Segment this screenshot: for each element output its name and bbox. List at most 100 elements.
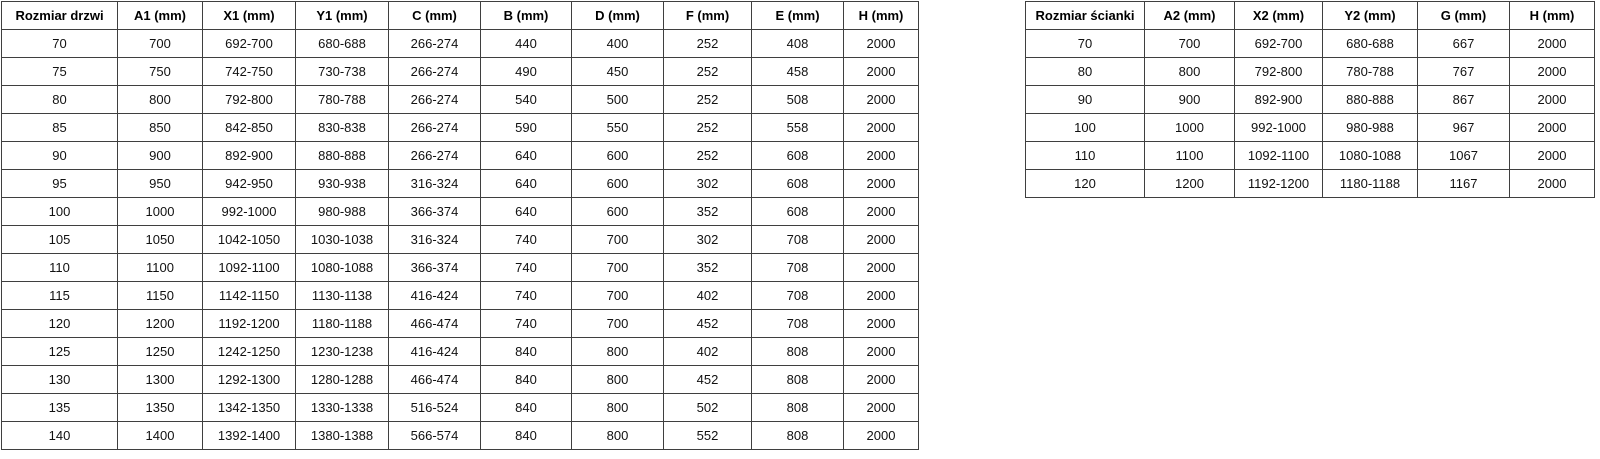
table-cell: 452 [663, 309, 752, 338]
table-cell: 366-374 [388, 197, 481, 226]
table-cell: 608 [751, 197, 844, 226]
table-cell: 540 [480, 85, 572, 114]
table-cell: 808 [751, 337, 844, 366]
table-cell: 930-938 [295, 169, 389, 198]
table-row: 85 850 842-850 830-838 266-274 590 550 252 558 20… [1, 113, 919, 142]
table-row: 120 1200 1192-1200 1180-1188 466-474 740 700 45… [1, 309, 919, 338]
table-cell: 942-950 [202, 169, 296, 198]
table-cell: 316-324 [388, 169, 481, 198]
table-cell: 867 [1417, 85, 1510, 114]
table-row: 100 1000 992-1000 980-988 967 2000 [1025, 113, 1595, 142]
table-cell: 800 [571, 393, 664, 422]
table-cell: 558 [751, 113, 844, 142]
column-header: D (mm) [571, 1, 664, 30]
table-cell: 1080-1088 [1322, 141, 1418, 170]
column-header: E (mm) [751, 1, 844, 30]
table-cell: 680-688 [295, 29, 389, 58]
table-cell: 792-800 [202, 85, 296, 114]
table-cell: 640 [480, 197, 572, 226]
column-header: Rozmiar ścianki [1025, 1, 1145, 30]
table-cell: 700 [571, 281, 664, 310]
table-cell: 880-888 [295, 141, 389, 170]
table-cell: 900 [117, 141, 203, 170]
table-cell: 1380-1388 [295, 421, 389, 450]
table-cell: 402 [663, 337, 752, 366]
table-cell: 2000 [843, 197, 919, 226]
table-cell: 600 [571, 169, 664, 198]
table-cell: 740 [480, 309, 572, 338]
table-cell: 466-474 [388, 365, 481, 394]
table-cell: 252 [663, 141, 752, 170]
table-cell: 352 [663, 253, 752, 282]
table-cell: 125 [1, 337, 118, 366]
table-cell: 266-274 [388, 85, 481, 114]
table-cell: 840 [480, 421, 572, 450]
table-cell: 2000 [843, 85, 919, 114]
column-header: H (mm) [843, 1, 919, 30]
table-cell: 1042-1050 [202, 225, 296, 254]
table-cell: 100 [1025, 113, 1145, 142]
table-cell: 840 [480, 393, 572, 422]
table-cell: 640 [480, 141, 572, 170]
table-cell: 500 [571, 85, 664, 114]
table-cell: 1180-1188 [1322, 169, 1418, 198]
table-row: 70 700 692-700 680-688 266-274 440 400 252 408 20… [1, 29, 919, 58]
table-cell: 1000 [117, 197, 203, 226]
table-cell: 608 [751, 169, 844, 198]
table-cell: 508 [751, 85, 844, 114]
table-cell: 416-424 [388, 281, 481, 310]
table-row: 135 1350 1342-1350 1330-1338 516-524 840 800 50… [1, 393, 919, 422]
table-cell: 266-274 [388, 141, 481, 170]
wall-size-table: Rozmiar ścianki A2 (mm) X2 (mm) Y2 (mm) G (m… [1025, 1, 1595, 198]
table-cell: 2000 [843, 337, 919, 366]
header-row: Rozmiar drzwi A1 (mm) X1 (mm) Y1 (mm) C (mm)… [1, 1, 919, 30]
table-cell: 266-274 [388, 57, 481, 86]
table-cell: 992-1000 [202, 197, 296, 226]
table-row: 105 1050 1042-1050 1030-1038 316-324 740 700 30… [1, 225, 919, 254]
door-size-table: Rozmiar drzwi A1 (mm) X1 (mm) Y1 (mm) C (mm)… [1, 1, 919, 450]
table-row: 120 1200 1192-1200 1180-1188 1167 2000 [1025, 169, 1595, 198]
table-cell: 808 [751, 421, 844, 450]
table-cell: 1142-1150 [202, 281, 296, 310]
table-cell: 840 [480, 365, 572, 394]
table-cell: 400 [571, 29, 664, 58]
column-header: B (mm) [480, 1, 572, 30]
table-cell: 708 [751, 253, 844, 282]
column-header: H (mm) [1509, 1, 1595, 30]
table-cell: 708 [751, 281, 844, 310]
table-cell: 700 [571, 225, 664, 254]
table-cell: 700 [571, 253, 664, 282]
table-row: 90 900 892-900 880-888 867 2000 [1025, 85, 1595, 114]
table-cell: 830-838 [295, 113, 389, 142]
table-cell: 880-888 [1322, 85, 1418, 114]
table-cell: 1242-1250 [202, 337, 296, 366]
column-header: X2 (mm) [1234, 1, 1323, 30]
table-cell: 700 [117, 29, 203, 58]
table-cell: 130 [1, 365, 118, 394]
table-cell: 1350 [117, 393, 203, 422]
table-cell: 967 [1417, 113, 1510, 142]
table-cell: 75 [1, 57, 118, 86]
table-row: 130 1300 1292-1300 1280-1288 466-474 840 800 45… [1, 365, 919, 394]
table-cell: 1300 [117, 365, 203, 394]
table-cell: 95 [1, 169, 118, 198]
table-cell: 1092-1100 [1234, 141, 1323, 170]
table-cell: 1292-1300 [202, 365, 296, 394]
table-cell: 120 [1, 309, 118, 338]
table-cell: 1250 [117, 337, 203, 366]
table-cell: 1330-1338 [295, 393, 389, 422]
table-cell: 466-474 [388, 309, 481, 338]
table-cell: 2000 [843, 57, 919, 86]
table-cell: 2000 [843, 169, 919, 198]
table-cell: 252 [663, 113, 752, 142]
table-cell: 950 [117, 169, 203, 198]
table-cell: 692-700 [1234, 29, 1323, 58]
table-cell: 1167 [1417, 169, 1510, 198]
table-cell: 70 [1, 29, 118, 58]
table-cell: 900 [1144, 85, 1235, 114]
table-cell: 1100 [117, 253, 203, 282]
table-cell: 1050 [117, 225, 203, 254]
table-cell: 742-750 [202, 57, 296, 86]
table-row: 110 1100 1092-1100 1080-1088 366-374 740 700 35… [1, 253, 919, 282]
table-cell: 2000 [1509, 113, 1595, 142]
